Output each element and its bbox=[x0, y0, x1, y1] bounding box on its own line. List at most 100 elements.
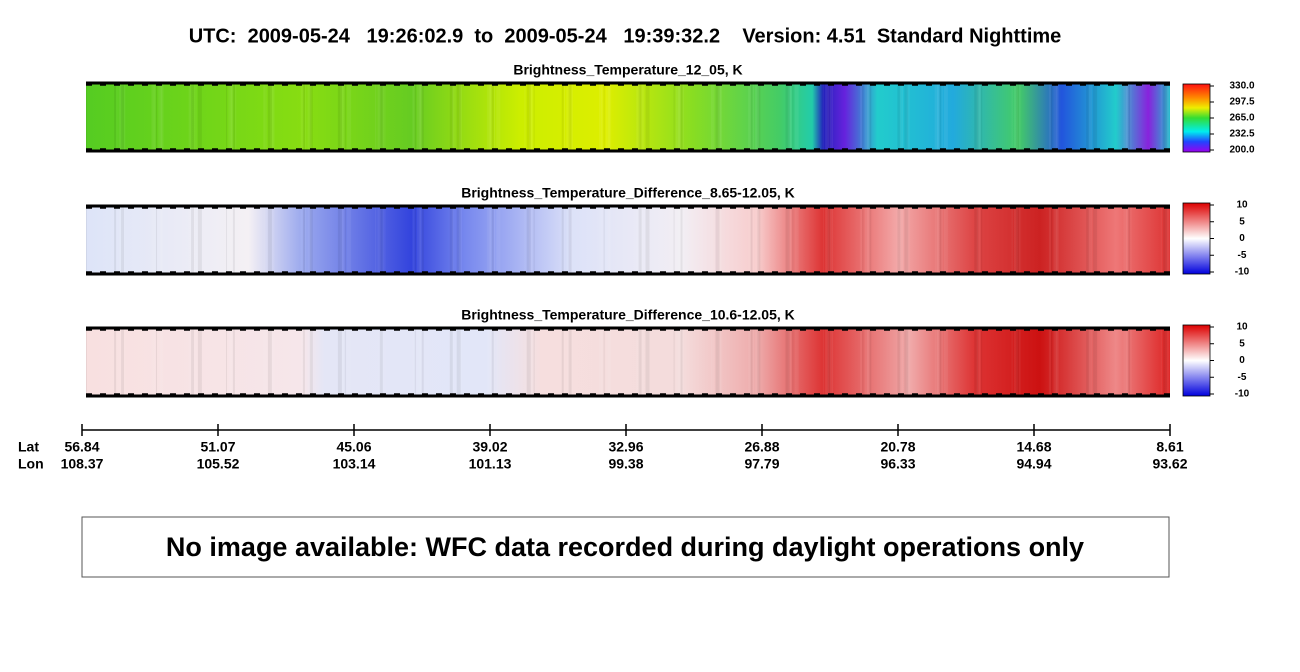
streak bbox=[748, 84, 752, 150]
streak bbox=[902, 329, 903, 395]
streak bbox=[491, 84, 494, 150]
streak bbox=[375, 84, 377, 150]
streak bbox=[1053, 329, 1058, 395]
streak bbox=[1123, 329, 1128, 395]
streak bbox=[419, 84, 423, 150]
streak bbox=[713, 84, 715, 150]
streak bbox=[1013, 84, 1018, 150]
streak bbox=[377, 207, 382, 273]
streak bbox=[974, 207, 979, 273]
streak bbox=[787, 207, 791, 273]
streak bbox=[191, 207, 194, 273]
colorbar-label: -10 bbox=[1235, 267, 1250, 278]
streak bbox=[869, 329, 872, 395]
streak bbox=[566, 207, 571, 273]
streak bbox=[1130, 329, 1132, 395]
streak bbox=[675, 207, 680, 273]
streak bbox=[561, 329, 564, 395]
streak bbox=[265, 329, 267, 395]
colorbar-label: 0 bbox=[1239, 355, 1245, 366]
streak bbox=[309, 207, 313, 273]
streak bbox=[419, 207, 423, 273]
streak bbox=[1051, 207, 1053, 273]
streak bbox=[302, 207, 305, 273]
streak bbox=[785, 329, 790, 395]
streak bbox=[1165, 207, 1169, 273]
streak bbox=[640, 329, 643, 395]
streak bbox=[344, 329, 346, 395]
streak bbox=[638, 207, 642, 273]
streak bbox=[904, 207, 909, 273]
streak bbox=[1055, 329, 1059, 395]
streak bbox=[309, 84, 313, 150]
streak bbox=[377, 84, 382, 150]
lon-value: 94.94 bbox=[1016, 456, 1051, 472]
streak bbox=[636, 329, 641, 395]
streak bbox=[118, 84, 123, 150]
streak bbox=[710, 84, 713, 150]
colorbar-label: 10 bbox=[1236, 200, 1248, 211]
streak bbox=[750, 84, 753, 150]
streak bbox=[864, 329, 869, 395]
streak bbox=[1013, 207, 1018, 273]
streak bbox=[1016, 207, 1020, 273]
streak bbox=[197, 84, 202, 150]
streak bbox=[524, 84, 526, 150]
streak bbox=[862, 84, 864, 150]
streak bbox=[494, 207, 495, 273]
streak bbox=[794, 84, 799, 150]
streak bbox=[151, 84, 155, 150]
streak bbox=[188, 329, 193, 395]
streak bbox=[1055, 207, 1059, 273]
streak bbox=[454, 84, 456, 150]
streak bbox=[720, 84, 723, 150]
streak bbox=[489, 207, 493, 273]
streak bbox=[340, 329, 344, 395]
streak bbox=[825, 84, 830, 150]
streak bbox=[1093, 84, 1098, 150]
streak bbox=[710, 329, 713, 395]
streak bbox=[561, 207, 564, 273]
streak bbox=[454, 207, 456, 273]
streak bbox=[974, 329, 979, 395]
streak bbox=[1088, 84, 1091, 150]
streak bbox=[160, 207, 164, 273]
streak bbox=[981, 329, 983, 395]
streak bbox=[456, 207, 461, 273]
streak bbox=[454, 329, 456, 395]
lat-value: 51.07 bbox=[200, 439, 235, 455]
lon-value: 105.52 bbox=[197, 456, 240, 472]
streak bbox=[1128, 329, 1131, 395]
streak bbox=[748, 329, 752, 395]
streak bbox=[494, 84, 495, 150]
streak bbox=[869, 84, 872, 150]
streak bbox=[531, 84, 534, 150]
streak bbox=[531, 329, 534, 395]
streak bbox=[943, 207, 948, 273]
streak bbox=[682, 329, 684, 395]
streak bbox=[717, 329, 721, 395]
streak bbox=[235, 84, 237, 150]
streak bbox=[603, 207, 605, 273]
streak bbox=[494, 329, 495, 395]
streak bbox=[263, 207, 266, 273]
streak bbox=[232, 207, 235, 273]
streak bbox=[1167, 329, 1170, 395]
streak bbox=[832, 329, 833, 395]
streak bbox=[340, 84, 344, 150]
streak bbox=[121, 84, 124, 150]
colorbar bbox=[1182, 324, 1211, 397]
streak bbox=[230, 207, 234, 273]
streak bbox=[864, 207, 869, 273]
panel-title: Brightness_Temperature_Difference_10.6-1… bbox=[461, 307, 795, 323]
streak bbox=[491, 329, 494, 395]
streak bbox=[232, 84, 235, 150]
streak bbox=[489, 329, 493, 395]
streak bbox=[943, 84, 948, 150]
streak bbox=[599, 84, 602, 150]
streak bbox=[123, 329, 126, 395]
streak bbox=[496, 329, 501, 395]
streak bbox=[1086, 207, 1090, 273]
streak bbox=[449, 84, 453, 150]
